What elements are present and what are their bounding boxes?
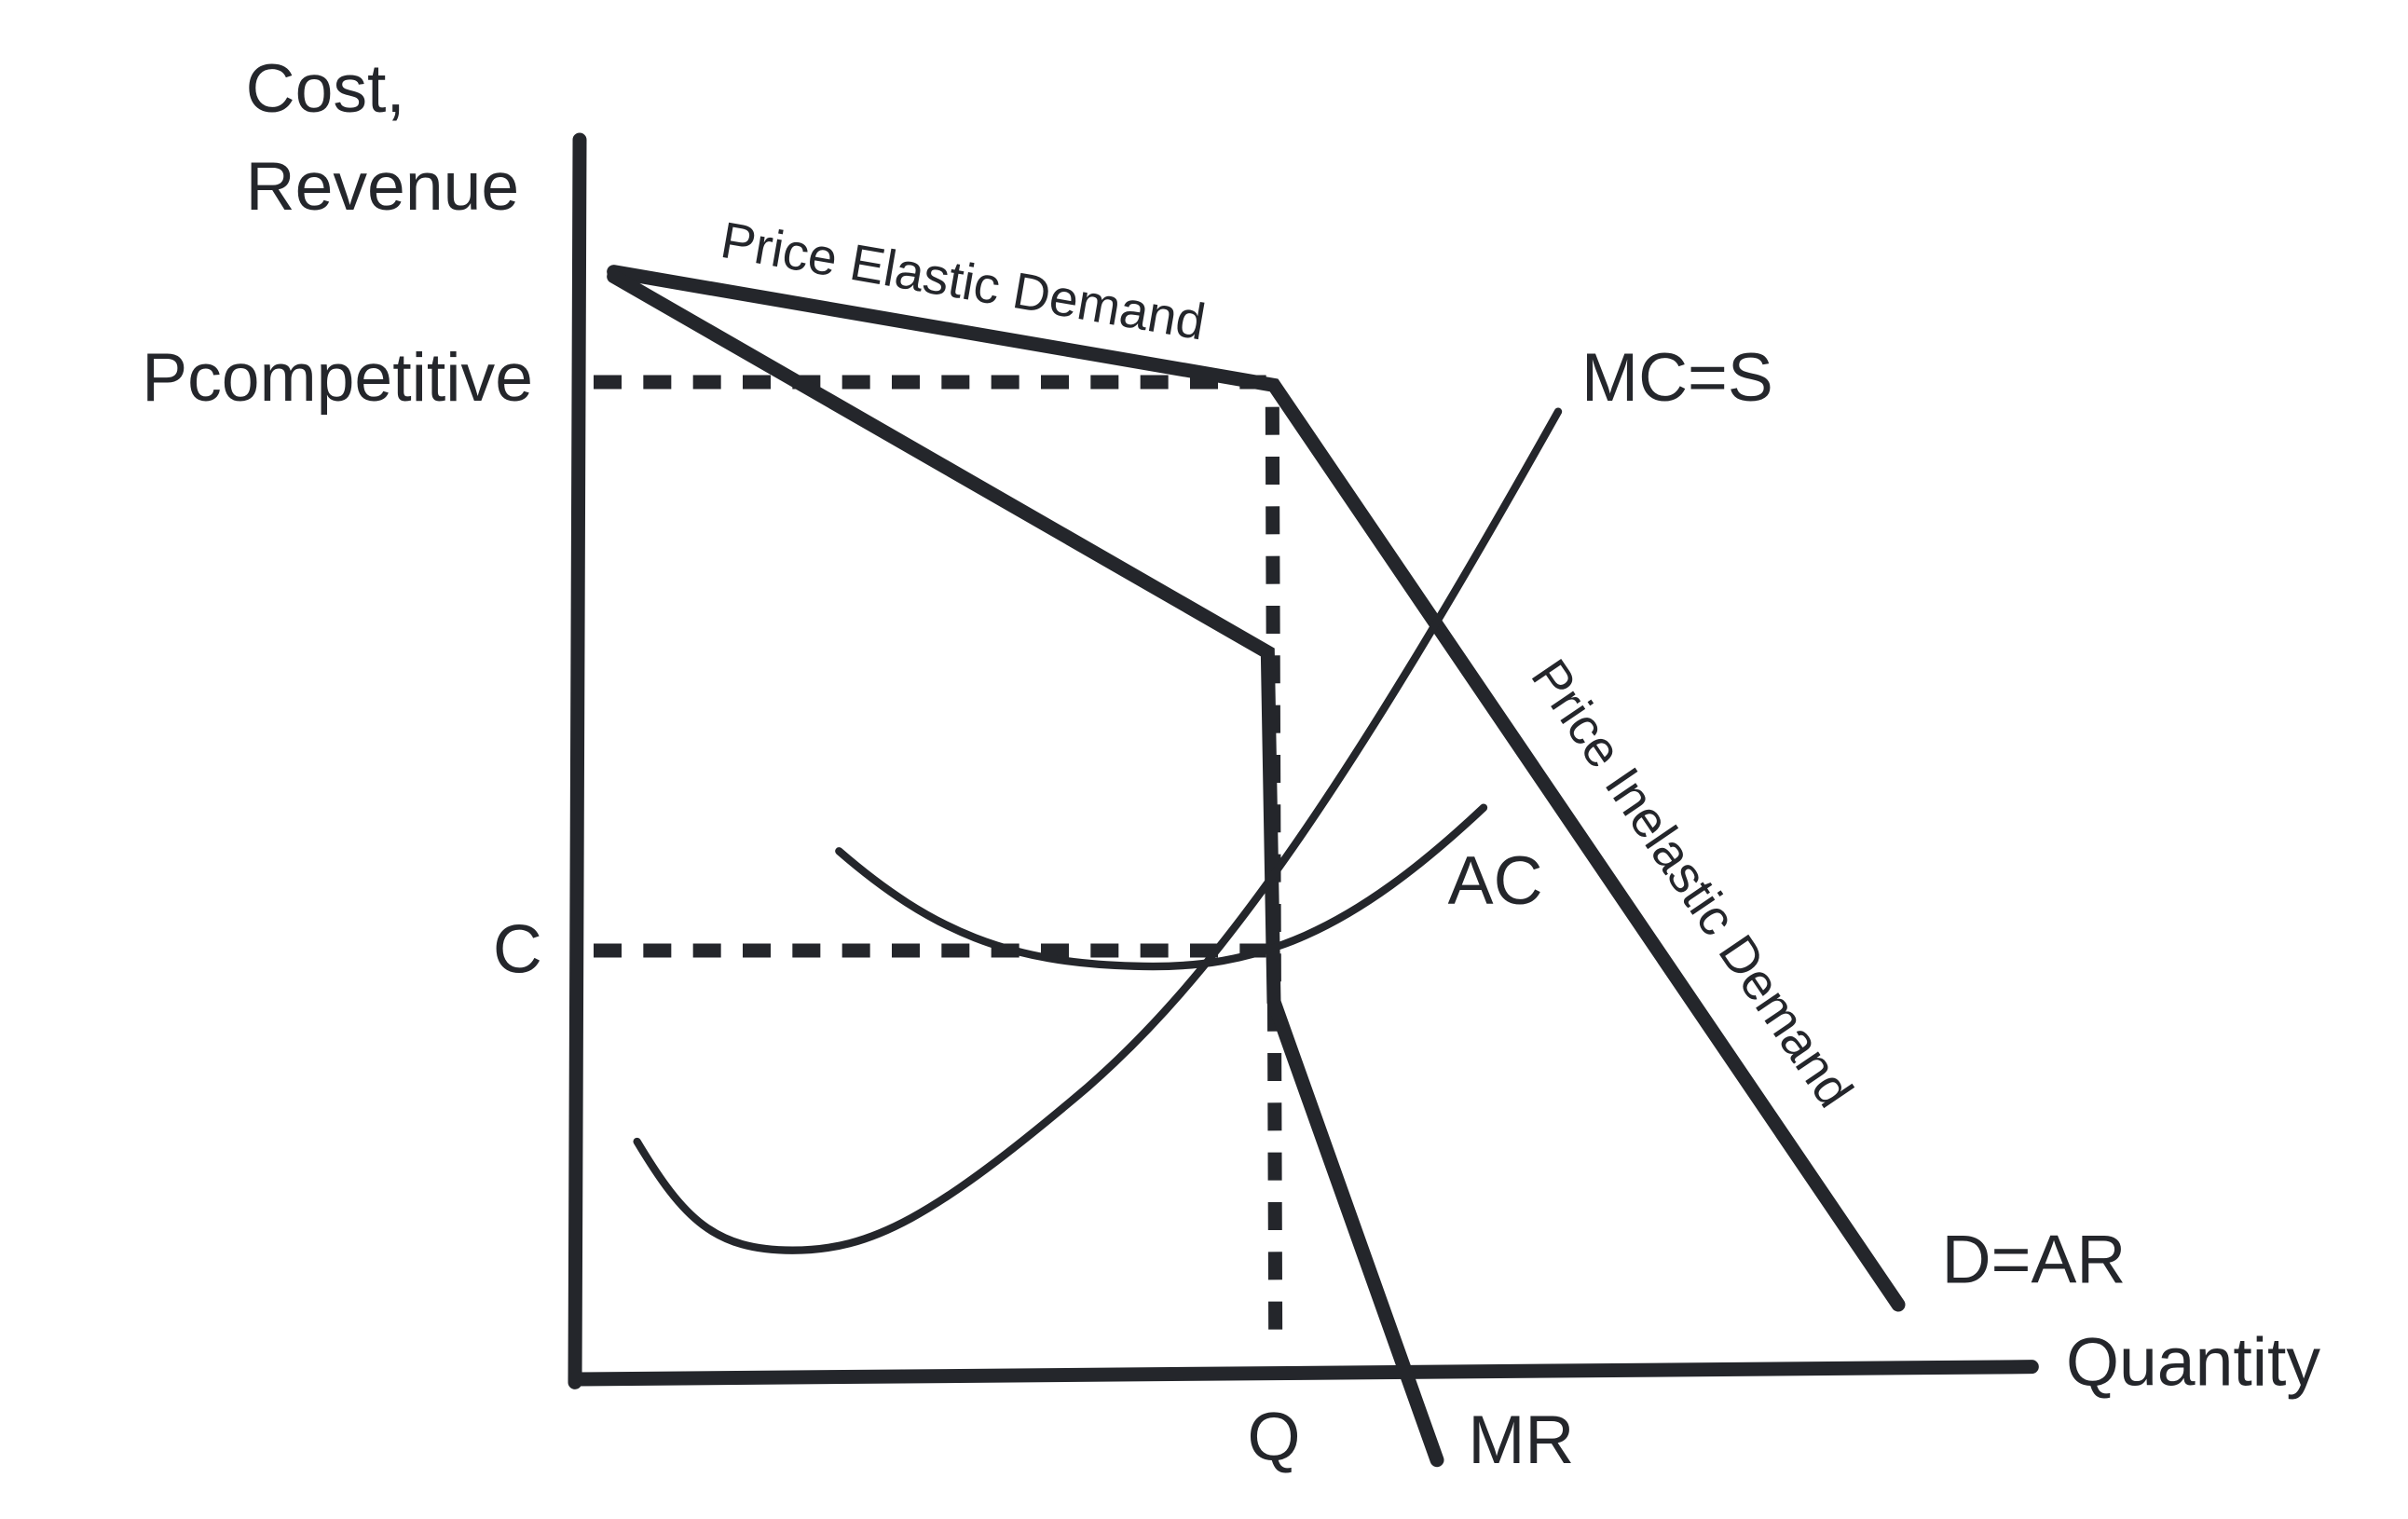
x-axis-label: Quantity: [2066, 1324, 2320, 1401]
mr-label: MR: [1468, 1402, 1574, 1478]
inelastic-label: Price Inelastic Demand: [1520, 649, 1864, 1117]
mr-curve: [607, 269, 1444, 1468]
y-axis-label: Revenue: [246, 148, 520, 225]
x-axis: [568, 1360, 2039, 1387]
quantity-label: Q: [1247, 1399, 1300, 1475]
demand-curve: [607, 265, 1906, 1312]
ac-curve: [835, 803, 1488, 971]
cost-label: C: [493, 910, 542, 987]
ac-label: AC: [1448, 842, 1543, 919]
demand-label: D=AR: [1942, 1222, 2127, 1298]
price-label: Pcompetitive: [142, 339, 533, 416]
y-axis-label: Cost,: [246, 50, 405, 127]
mc-label: MC=S: [1581, 339, 1773, 416]
y-axis: [568, 132, 587, 1389]
mc-curve: [633, 407, 1563, 1254]
